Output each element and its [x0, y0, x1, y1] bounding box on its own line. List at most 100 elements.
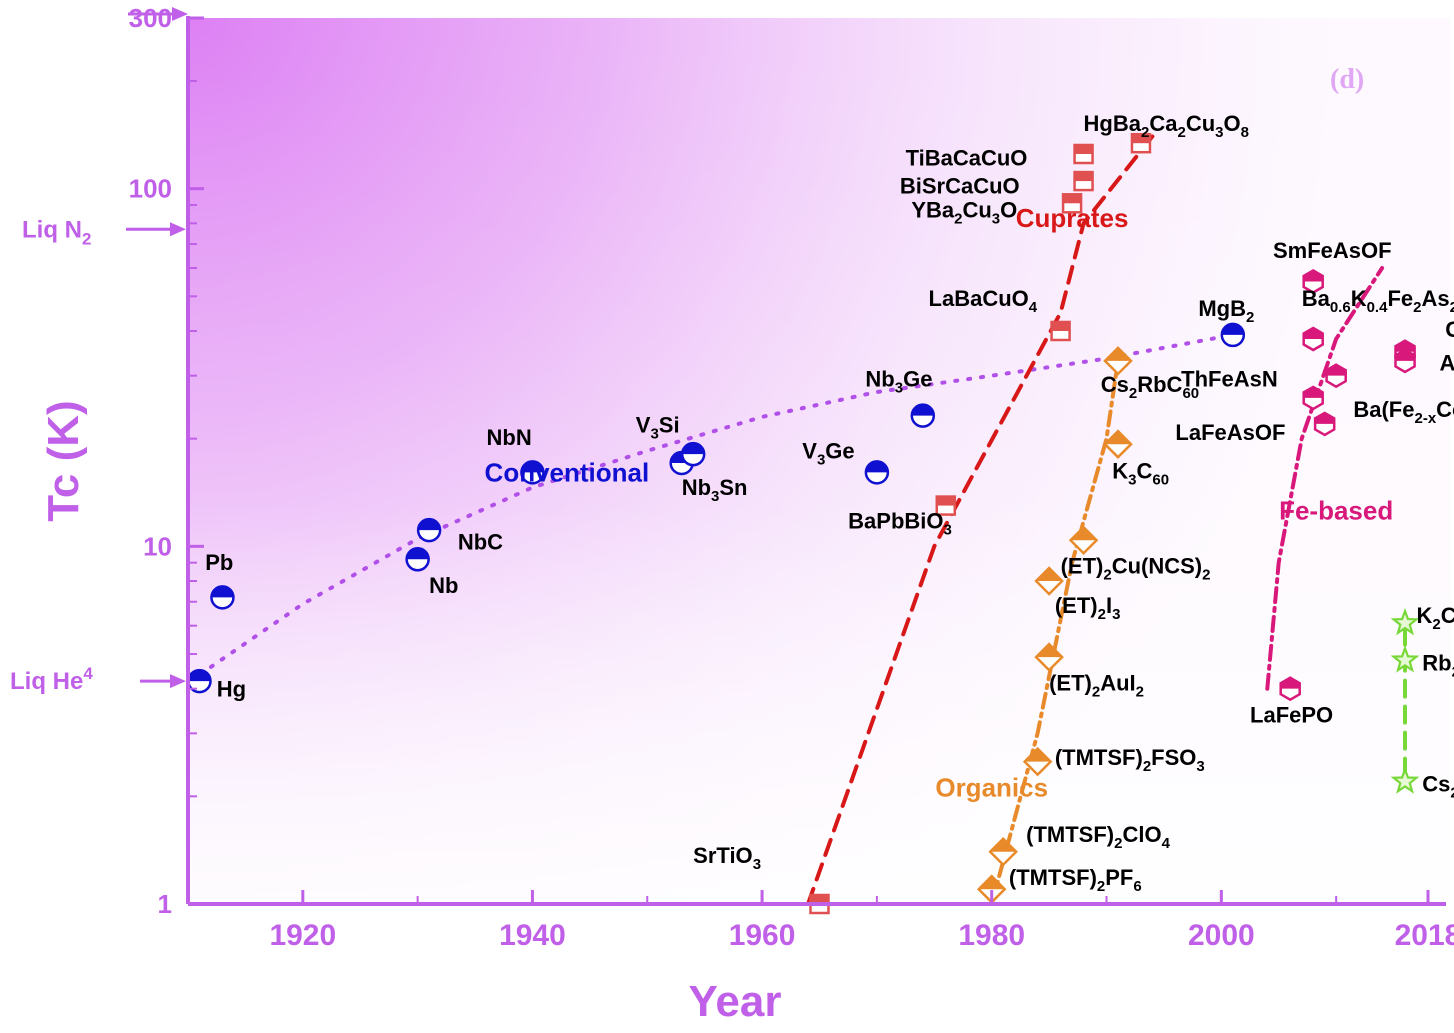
marker-fill	[978, 876, 1005, 890]
data-label: BaPbBiO3	[848, 509, 952, 539]
marker-fill	[1395, 340, 1415, 352]
circle-marker	[910, 403, 936, 428]
family-labels: Conventional Cuprates Organics Fe-based	[485, 203, 1394, 802]
data-label: ThFeAsN	[1181, 366, 1278, 391]
marker-fill	[990, 838, 1017, 852]
marker-fill	[1105, 347, 1131, 361]
data-markers	[187, 132, 1420, 915]
data-label: Nb3Ge	[865, 366, 932, 396]
x-tick-label: 2000	[1188, 919, 1255, 952]
x-tick-label: 1920	[269, 919, 336, 952]
hexagon-marker	[1313, 411, 1336, 437]
data-label: Nb	[429, 573, 458, 598]
marker-fill	[1070, 527, 1097, 541]
marker-fill	[1303, 328, 1323, 339]
marker-fill	[188, 670, 211, 682]
data-label: LaFeAsOF	[1175, 420, 1285, 445]
trend-line-conventional	[209, 332, 1235, 669]
data-label: Nb3Sn	[682, 475, 748, 505]
marker-fill	[521, 461, 544, 473]
circle-marker	[416, 517, 442, 543]
square-marker	[935, 495, 957, 516]
data-label: BiSrCaCuO	[900, 173, 1020, 198]
square-marker	[1130, 132, 1152, 154]
data-label: LaBaCuO4	[929, 286, 1038, 316]
family-label-cuprates: Cuprates	[1016, 203, 1129, 233]
data-label: Pb	[205, 550, 233, 575]
data-label: (ET)2Cu(NCS)2	[1061, 553, 1211, 583]
x-axis-label: Year	[689, 977, 782, 1026]
data-label: Rb2Cr3As3	[1422, 650, 1454, 680]
square-marker	[1073, 170, 1094, 192]
marker-fill	[1315, 412, 1335, 424]
panel-label: (d)	[1330, 64, 1364, 95]
data-label: (TMTSF)2ClO4	[1026, 822, 1170, 852]
marker-fill	[682, 443, 705, 455]
marker-fill	[1303, 386, 1323, 398]
y-tick-label: 10	[143, 531, 172, 561]
square-marker	[1061, 193, 1083, 214]
data-label: V3Ge	[802, 439, 854, 469]
marker-fill	[1074, 172, 1093, 182]
y-tick-label: 100	[129, 174, 172, 204]
trend-line-organics	[989, 358, 1120, 906]
x-tick-label: 2018	[1395, 919, 1454, 952]
data-label: NbC	[458, 529, 503, 554]
y-tick-label: 1	[158, 889, 172, 919]
y-tick-label: 300	[129, 3, 172, 33]
data-label: SrTiO3	[693, 843, 761, 873]
family-label-conventional: Conventional	[485, 457, 650, 487]
data-label: TiBaCaCuO	[906, 146, 1028, 171]
diamond-marker	[1103, 346, 1133, 376]
marker-fill	[1131, 134, 1150, 144]
data-label: (ET)2AuI2	[1049, 671, 1144, 701]
data-label: ACa2Fe4As4F2	[1439, 351, 1454, 381]
marker-fill	[1280, 677, 1300, 689]
hexagon-marker	[1302, 385, 1324, 411]
marker-fill	[810, 895, 829, 904]
star-marker	[1390, 645, 1420, 673]
marker-fill	[1221, 323, 1244, 335]
axes: 1920 1940 1960 1980 2000 2018 1 10 100 300 Liq He4…	[10, 3, 1454, 952]
diamond-marker	[1034, 642, 1064, 672]
circle-marker	[864, 460, 890, 485]
data-label: K3C60	[1112, 458, 1169, 488]
marker-fill	[1326, 364, 1346, 376]
marker-fill	[1105, 431, 1131, 445]
data-label: V3Si	[636, 413, 680, 443]
data-label: Ba(Fe2-xCox)As2	[1353, 397, 1454, 427]
marker-fill	[1395, 349, 1415, 361]
data-label: (TMTSF)2PF6	[1009, 865, 1142, 895]
reference-label: Liq He4	[10, 664, 93, 695]
marker-fill	[211, 586, 234, 598]
family-label-fe_based: Fe-based	[1279, 495, 1393, 525]
data-label: Hg	[217, 677, 246, 702]
circle-marker	[520, 460, 545, 485]
star-marker	[1390, 766, 1420, 794]
diamond-marker	[988, 836, 1018, 867]
data-label: (ET)2I3	[1055, 593, 1121, 623]
trend-lines	[209, 134, 1407, 906]
marker-fill	[1074, 144, 1093, 154]
hexagon-marker	[1302, 326, 1324, 352]
data-label: LaFePO	[1250, 702, 1333, 727]
marker-fill	[418, 519, 441, 531]
star-marker	[1390, 607, 1420, 636]
hexagon-marker	[1279, 676, 1301, 702]
data-label: HgBa2Ca2Cu3O8	[1084, 111, 1249, 141]
hexagon-marker	[1302, 269, 1324, 294]
marker-fill	[865, 461, 888, 473]
square-marker	[1050, 320, 1071, 342]
family-label-organics: Organics	[935, 772, 1048, 802]
data-label: Ba0.6K0.4Fe2As2	[1302, 286, 1454, 316]
circle-marker	[1220, 322, 1246, 348]
x-tick-label: 1980	[958, 919, 1025, 952]
marker-fill	[936, 496, 955, 506]
data-label: YBa2Cu3O	[911, 198, 1017, 228]
diamond-marker	[1034, 566, 1064, 596]
y-axis-label: Tc (K)	[39, 400, 88, 521]
marker-outline	[1390, 607, 1420, 636]
reference-label: Liq N2	[22, 216, 91, 248]
